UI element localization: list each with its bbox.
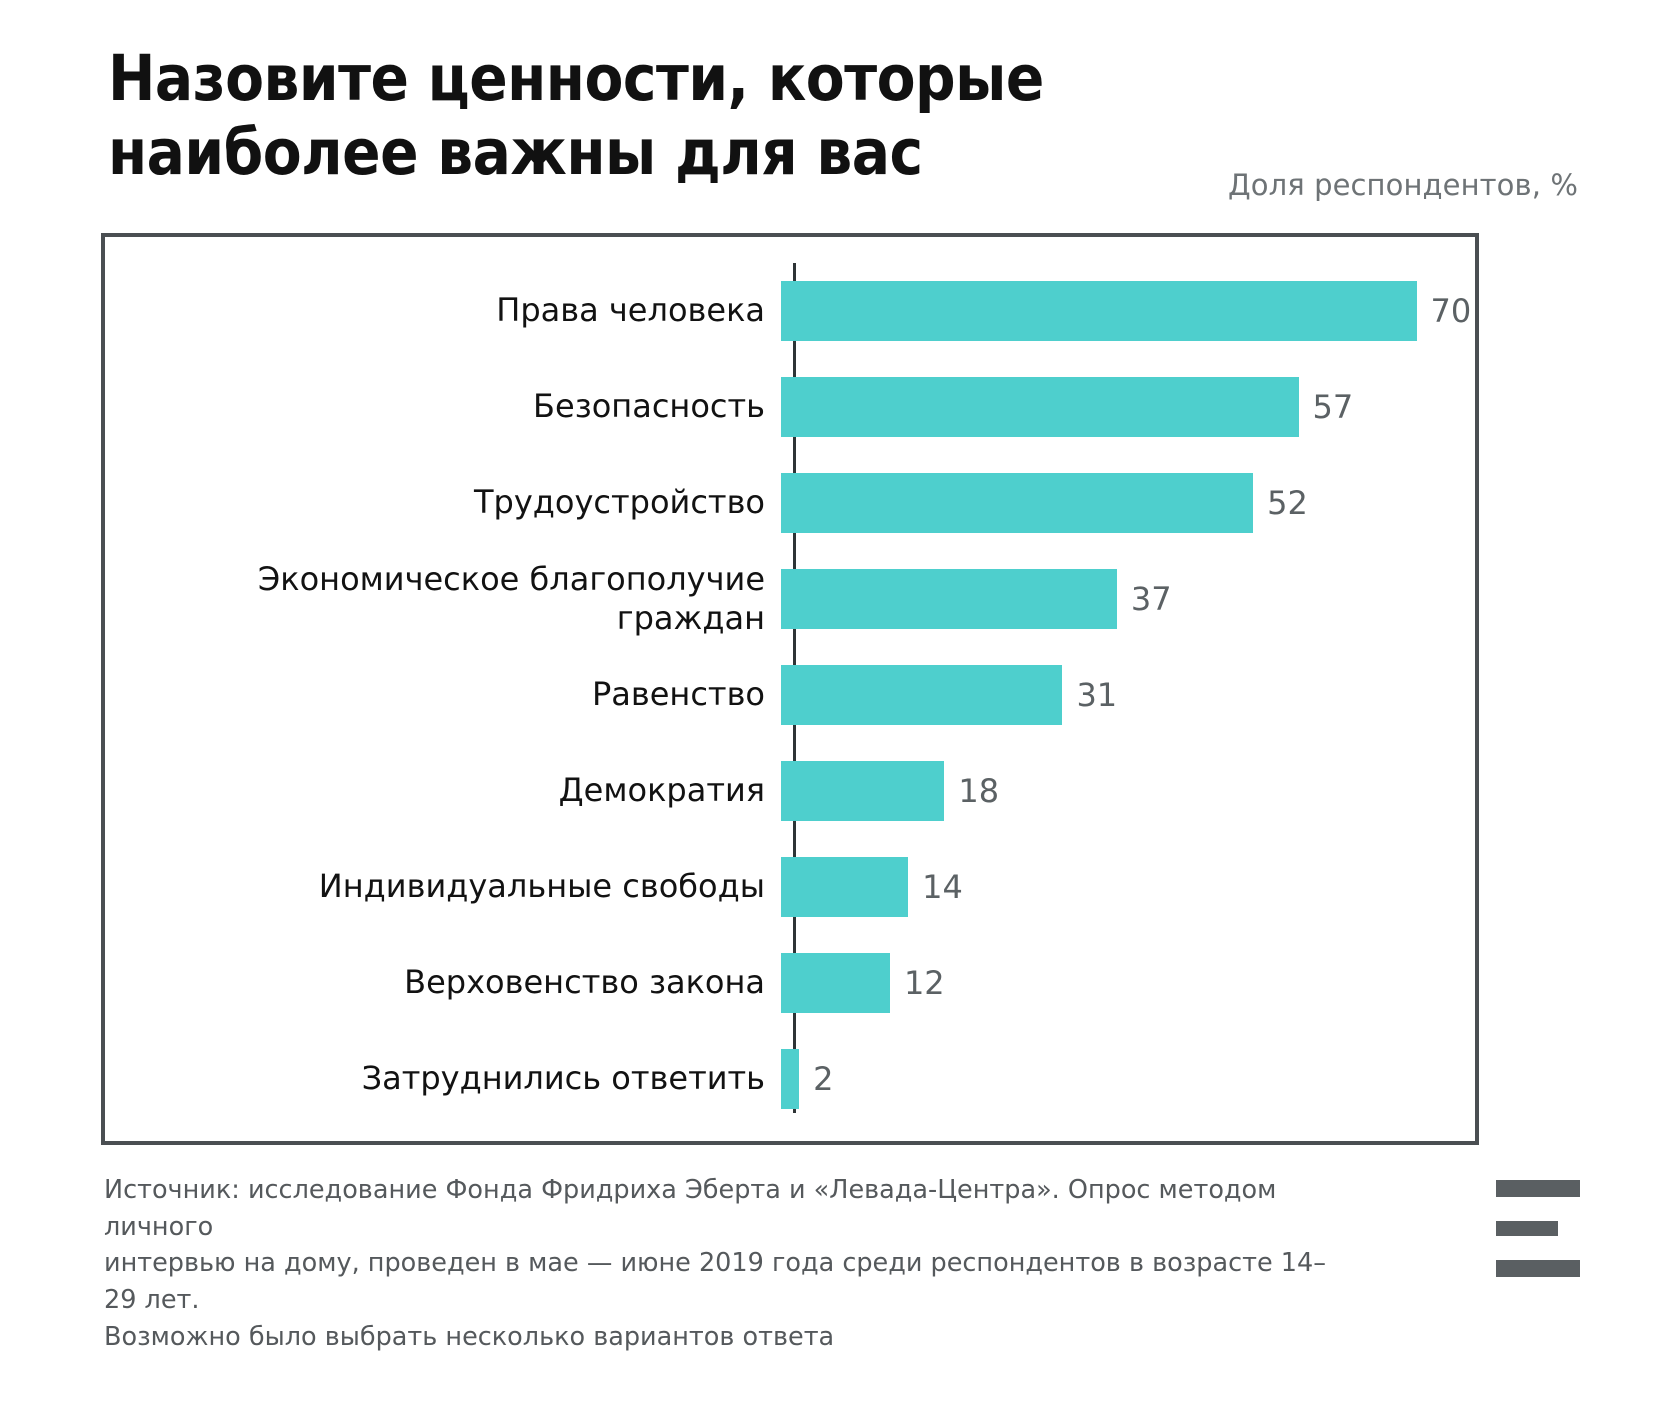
bar-category-label: Затруднились ответить: [361, 1059, 765, 1098]
axis-unit-subtitle: Доля респондентов, %: [1227, 168, 1578, 202]
bar-value-label: 57: [1312, 388, 1354, 426]
bar-row: Верховенство закона 12: [105, 935, 1475, 1031]
bar-track: 12: [781, 935, 1475, 1031]
bar: [781, 1049, 800, 1109]
bar-category-label: Равенство: [591, 675, 765, 714]
logo-bar-top: [1496, 1180, 1580, 1197]
bar-category-label: Верховенство закона: [404, 963, 765, 1002]
bar-track: 52: [781, 455, 1475, 551]
bar-category-label: Безопасность: [533, 387, 765, 426]
bar: [781, 953, 890, 1013]
bar-row: Индивидуальные свободы 14: [105, 839, 1475, 935]
three-bars-logo: [1496, 1180, 1580, 1290]
chart-plot-area: Права человека 70 Безопасность 57 Трудоустро…: [101, 233, 1479, 1145]
source-line-2: интервью на дому, проведен в мае — июне …: [104, 1248, 1326, 1316]
subtitle-row: Доля респондентов, %: [108, 168, 1578, 202]
header: Назовите ценности, которые наиболее важн…: [108, 42, 1578, 202]
bar-row: Экономическое благополучие граждан 37: [105, 551, 1475, 647]
bar: [781, 377, 1299, 437]
footer: Источник: исследование Фонда Фридриха Эб…: [104, 1172, 1354, 1356]
bar: [781, 761, 945, 821]
bar-category-label: Индивидуальные свободы: [318, 867, 765, 906]
bar-value-label: 18: [958, 772, 1000, 810]
bar-track: 57: [781, 359, 1475, 455]
bar-value-label: 14: [922, 868, 963, 906]
bar-category-label: Трудоустройство: [473, 483, 765, 522]
bar: [781, 665, 1063, 725]
bar: [781, 281, 1417, 341]
bar-row: Равенство 31: [105, 647, 1475, 743]
logo-bar-bottom: [1496, 1260, 1580, 1277]
bar-value-label: 31: [1076, 676, 1118, 714]
bar: [781, 857, 909, 917]
logo-bar-middle: [1496, 1221, 1558, 1236]
bar: [781, 569, 1117, 629]
bar: [781, 473, 1254, 533]
bar-row: Безопасность 57: [105, 359, 1475, 455]
bar-category-label: Демократия: [558, 771, 765, 810]
bar-category-label: Права человека: [496, 291, 765, 330]
bar-row: Права человека 70: [105, 263, 1475, 359]
source-line-3: Возможно было выбрать несколько варианто…: [104, 1321, 835, 1352]
bar-value-label: 52: [1267, 484, 1308, 522]
source-line-1: Источник: исследование Фонда Фридриха Эб…: [104, 1175, 1277, 1242]
plot-inner: Права человека 70 Безопасность 57 Трудоустро…: [105, 237, 1475, 1141]
bar-value-label: 2: [813, 1060, 834, 1098]
bar-row: Демократия 18: [105, 743, 1475, 839]
bar-row: Трудоустройство 52: [105, 455, 1475, 551]
bar-series: Права человека 70 Безопасность 57 Трудоустро…: [105, 237, 1475, 1141]
bar-track: 31: [781, 647, 1475, 743]
bar-value-label: 12: [903, 964, 945, 1002]
bar-track: 37: [781, 551, 1475, 647]
bar-track: 2: [781, 1031, 1475, 1127]
bar-value-label: 37: [1130, 580, 1172, 618]
page-title: Назовите ценности, которые наиболее важн…: [108, 42, 1044, 190]
bar-row: Затруднились ответить 2: [105, 1031, 1475, 1127]
bar-track: 18: [781, 743, 1475, 839]
bar-value-label: 70: [1430, 292, 1472, 330]
bar-track: 14: [781, 839, 1475, 935]
source-note: Источник: исследование Фонда Фридриха Эб…: [104, 1172, 1354, 1356]
bar-track: 70: [781, 263, 1475, 359]
bar-category-label: Экономическое благополучие граждан: [257, 559, 765, 637]
